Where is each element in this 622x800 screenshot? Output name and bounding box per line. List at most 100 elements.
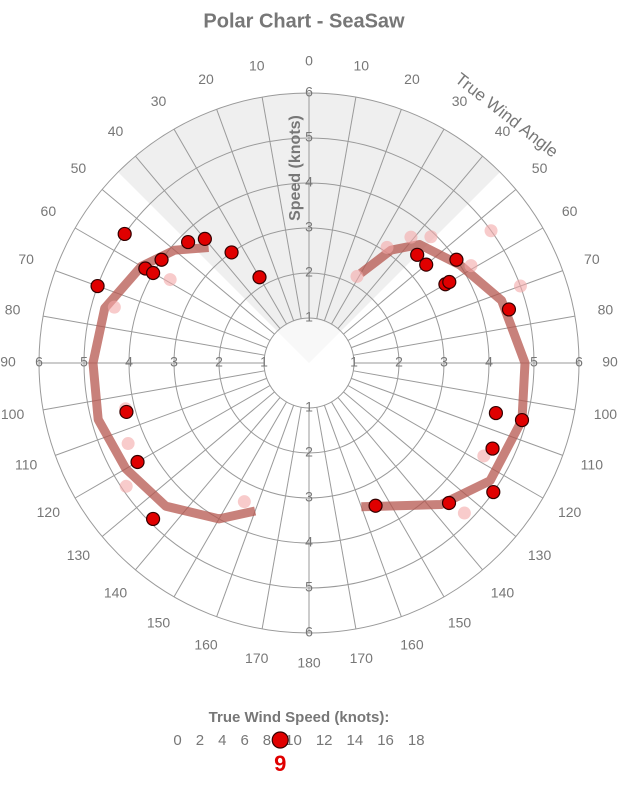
plot-area: 0 10 10 20 20 30 30 40 40 50 50 60 60 70 70 80 80 90 90 100… [0,53,618,671]
data-point [488,405,504,421]
r-tick-label: 4 [125,354,133,370]
data-point [501,302,517,317]
angle-tick-label: 180 [297,655,321,671]
angle-tick-label: 70 [18,251,34,267]
spoke [353,370,575,411]
spoke [337,397,483,571]
r-tick-label: 3 [305,219,313,235]
r-tick-label: 3 [170,354,178,370]
angle-tick-label: 110 [581,457,604,473]
r-tick-label: 4 [305,534,313,550]
faded-point [457,506,471,520]
spoke [316,407,357,629]
data-point [154,252,169,267]
r-tick-label: 6 [305,624,313,640]
ring [38,92,580,634]
spoke [353,315,575,356]
faded-point [424,230,438,244]
faded-point [237,495,251,509]
angle-tick-label: 110 [15,457,38,473]
spoke [261,407,302,629]
r-tick-label: 6 [575,354,583,370]
spoke [331,128,445,325]
selector-tick-label: 12 [316,732,333,749]
r-tick-label: 6 [35,354,43,370]
spoke [216,109,295,321]
spoke [173,401,287,598]
angle-tick-label: 20 [404,71,420,87]
r-tick-label: 2 [305,264,313,280]
data-point [252,270,267,285]
ring [128,182,490,544]
angle-tick-label: 90 [602,354,618,370]
r-tick-label: 2 [395,354,403,370]
ring [263,317,355,409]
r-tick-label: 1 [260,354,268,370]
r-tick-label: 5 [530,354,538,370]
selector-tick-label: 0 [173,732,181,749]
r-tick-label: 1 [350,354,358,370]
angle-tick-label: 100 [1,406,25,422]
angle-tick-label: 30 [151,93,167,109]
spoke [216,405,295,617]
r-tick-label: 3 [440,354,448,370]
r-tick-label: 6 [305,84,313,100]
angle-tick-label: 80 [5,301,21,317]
faded-point [350,269,364,283]
angle-tick-label: 50 [532,160,548,176]
selector-tick-label: 8 [263,732,271,749]
angle-tick-label: 130 [67,547,91,563]
faded-point [513,279,527,293]
selector-label: True Wind Speed (knots): [209,709,390,726]
angle-tick-label: 50 [71,160,87,176]
ring [218,272,400,454]
data-point [441,495,457,511]
angle-tick-label: 10 [353,57,369,73]
angle-tick-label: 30 [452,93,468,109]
faded-point [380,240,394,254]
selector-tick-label: 10 [285,732,302,749]
selector-tick-label: 14 [347,732,364,749]
faded-point [119,479,133,493]
r-tick-label: 1 [305,399,313,415]
data-point [486,484,501,500]
data-point [224,245,239,260]
r-tick-label: 2 [305,444,313,460]
spoke [323,109,402,321]
data-point [145,511,161,527]
data-point [197,231,212,247]
angle-tick-label: 100 [594,406,618,422]
faded-point [464,259,478,273]
angle-tick-label: 40 [108,123,124,139]
spoke [101,391,275,537]
selector-tick-label: 6 [240,732,248,749]
r-tick-label: 4 [305,174,313,190]
center-hole [265,319,353,407]
faded-point [107,300,121,314]
r-tick-label: 4 [485,354,493,370]
selector-tick-label: 18 [408,732,425,749]
angle-tick-label: 140 [104,584,128,600]
angle-tick-label: 90 [0,354,16,370]
spoke [347,385,544,499]
spoke [55,377,267,456]
data-point [180,234,196,250]
selector-handle[interactable] [271,731,289,749]
angle-tick-label: 170 [245,650,269,666]
r-tick-label: 3 [305,489,313,505]
angle-tick-label: 60 [562,203,578,219]
angle-tick-label: 160 [400,637,424,653]
spoke [135,397,281,571]
angle-tick-label: 0 [305,53,313,69]
data-point [146,265,161,281]
spoke [316,97,357,319]
data-point [119,404,134,420]
selector-tick-label: 2 [196,732,204,749]
data-point [442,274,457,290]
angle-tick-label: 150 [147,614,171,630]
spoke [343,391,517,537]
spoke [351,270,563,349]
data-point [419,257,434,272]
selector-tick-label: 16 [377,732,394,749]
